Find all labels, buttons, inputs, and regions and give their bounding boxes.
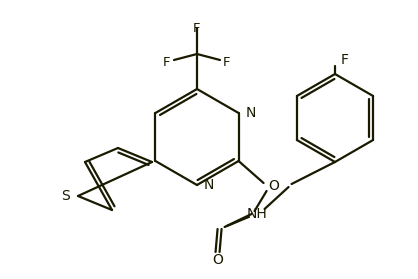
Text: F: F	[223, 56, 231, 69]
Text: NH: NH	[246, 207, 267, 221]
Text: O: O	[212, 253, 223, 267]
Text: F: F	[163, 56, 171, 69]
Text: O: O	[269, 179, 280, 193]
Text: S: S	[61, 189, 70, 203]
Text: F: F	[341, 53, 349, 67]
Text: N: N	[204, 178, 214, 192]
Text: F: F	[193, 21, 201, 35]
Text: N: N	[245, 106, 256, 120]
